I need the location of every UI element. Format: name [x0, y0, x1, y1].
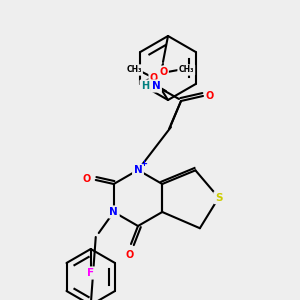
- Text: CH₃: CH₃: [126, 65, 142, 74]
- Text: S: S: [215, 193, 222, 203]
- Text: N: N: [110, 207, 118, 217]
- Text: N: N: [134, 165, 142, 175]
- Text: O: O: [150, 73, 158, 83]
- Text: N: N: [152, 81, 160, 91]
- Text: O: O: [82, 174, 91, 184]
- Text: O: O: [159, 67, 167, 77]
- Text: O: O: [126, 250, 134, 260]
- Text: F: F: [87, 268, 94, 278]
- Text: O: O: [206, 91, 214, 101]
- Text: CH₃: CH₃: [178, 65, 194, 74]
- Text: +: +: [140, 160, 148, 169]
- Text: H: H: [141, 81, 149, 91]
